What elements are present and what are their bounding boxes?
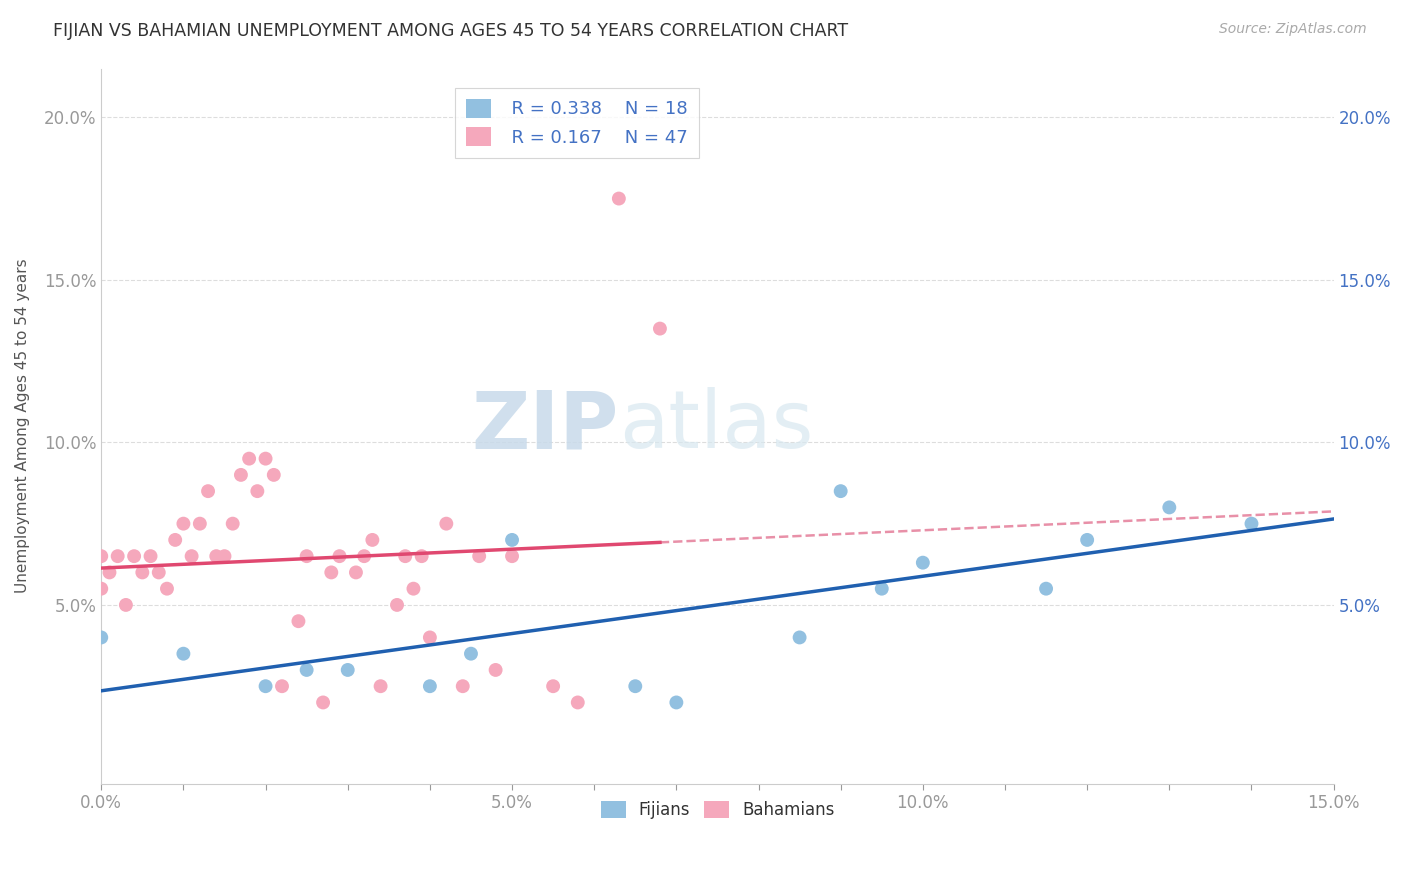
Point bbox=[411, 549, 433, 564]
Point bbox=[1240, 516, 1263, 531]
Point bbox=[1035, 582, 1057, 596]
Point bbox=[165, 533, 187, 547]
Point bbox=[648, 321, 671, 335]
Point bbox=[361, 533, 384, 547]
Point bbox=[122, 549, 145, 564]
Point bbox=[172, 516, 194, 531]
Point bbox=[90, 582, 112, 596]
Point bbox=[911, 556, 934, 570]
Point bbox=[402, 582, 425, 596]
Point bbox=[394, 549, 416, 564]
Point bbox=[131, 566, 153, 580]
Point bbox=[460, 647, 482, 661]
Point bbox=[370, 679, 392, 693]
Point bbox=[321, 566, 343, 580]
Point bbox=[139, 549, 162, 564]
Point bbox=[238, 451, 260, 466]
Legend: Fijians, Bahamians: Fijians, Bahamians bbox=[593, 794, 841, 825]
Point bbox=[328, 549, 350, 564]
Point bbox=[607, 192, 630, 206]
Point bbox=[541, 679, 564, 693]
Point bbox=[214, 549, 236, 564]
Text: ZIP: ZIP bbox=[471, 387, 619, 465]
Point bbox=[172, 647, 194, 661]
Point bbox=[419, 679, 441, 693]
Point bbox=[870, 582, 893, 596]
Point bbox=[353, 549, 375, 564]
Y-axis label: Unemployment Among Ages 45 to 54 years: Unemployment Among Ages 45 to 54 years bbox=[15, 259, 30, 593]
Point bbox=[197, 484, 219, 499]
Text: FIJIAN VS BAHAMIAN UNEMPLOYMENT AMONG AGES 45 TO 54 YEARS CORRELATION CHART: FIJIAN VS BAHAMIAN UNEMPLOYMENT AMONG AG… bbox=[53, 22, 849, 40]
Point bbox=[98, 566, 121, 580]
Point bbox=[789, 631, 811, 645]
Point bbox=[385, 598, 408, 612]
Point bbox=[90, 631, 112, 645]
Point bbox=[434, 516, 457, 531]
Point bbox=[205, 549, 228, 564]
Point bbox=[419, 631, 441, 645]
Point bbox=[312, 696, 335, 710]
Point bbox=[1159, 500, 1181, 515]
Point bbox=[830, 484, 852, 499]
Point bbox=[295, 663, 318, 677]
Point bbox=[115, 598, 138, 612]
Point bbox=[484, 663, 506, 677]
Point bbox=[295, 549, 318, 564]
Point bbox=[501, 533, 523, 547]
Point bbox=[665, 696, 688, 710]
Point bbox=[1076, 533, 1098, 547]
Point bbox=[107, 549, 129, 564]
Point bbox=[501, 549, 523, 564]
Point bbox=[254, 451, 277, 466]
Point bbox=[222, 516, 245, 531]
Text: Source: ZipAtlas.com: Source: ZipAtlas.com bbox=[1219, 22, 1367, 37]
Point bbox=[156, 582, 179, 596]
Point bbox=[336, 663, 359, 677]
Point bbox=[246, 484, 269, 499]
Point bbox=[451, 679, 474, 693]
Point bbox=[90, 549, 112, 564]
Point bbox=[180, 549, 202, 564]
Point bbox=[188, 516, 211, 531]
Point bbox=[344, 566, 367, 580]
Point bbox=[271, 679, 294, 693]
Point bbox=[567, 696, 589, 710]
Text: atlas: atlas bbox=[619, 387, 813, 465]
Point bbox=[229, 467, 252, 482]
Point bbox=[254, 679, 277, 693]
Point bbox=[148, 566, 170, 580]
Point bbox=[468, 549, 491, 564]
Point bbox=[624, 679, 647, 693]
Point bbox=[287, 614, 309, 628]
Point bbox=[263, 467, 285, 482]
